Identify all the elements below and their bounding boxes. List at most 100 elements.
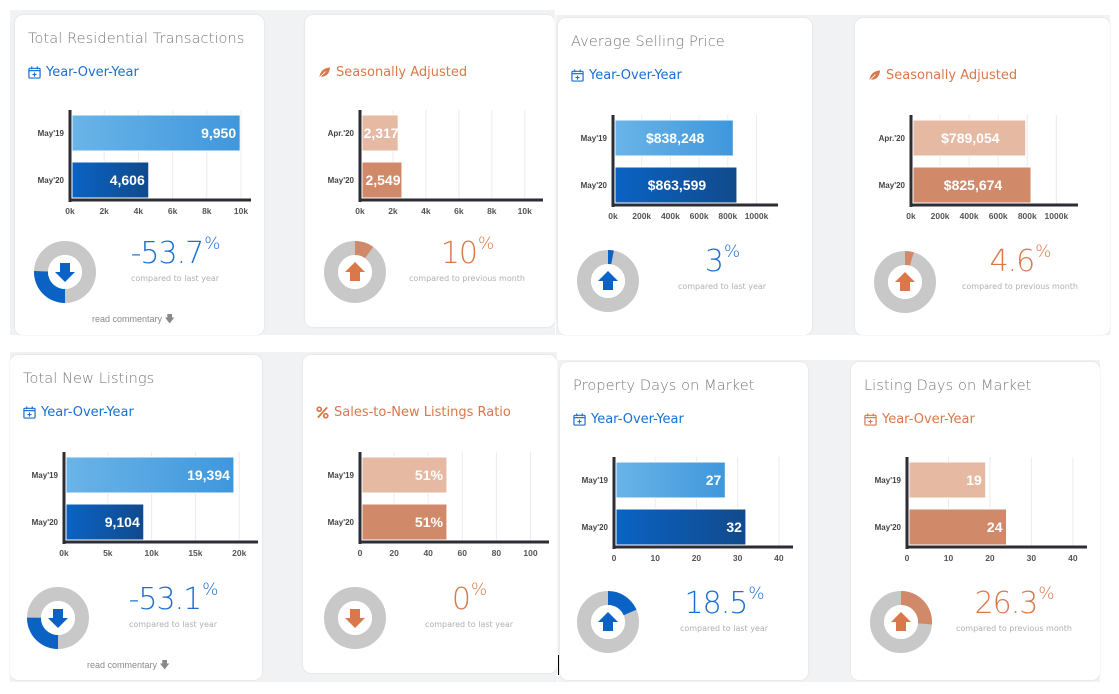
x-tick-label: 400k [661, 211, 680, 221]
change-value: 10% [407, 234, 527, 271]
card-subtitle: Year-Over-Year [571, 68, 682, 83]
subtitle-label: Sales-to-New Listings Ratio [334, 405, 511, 420]
bar-value-label: $838,248 [646, 130, 705, 146]
bar [361, 114, 399, 152]
change-unit: % [1038, 584, 1054, 604]
change-caption: compared to previous month [955, 624, 1072, 633]
x-tick-label: 0k [59, 548, 69, 558]
subtitle-label: Seasonally Adjusted [886, 68, 1018, 83]
card-title: Total New Listings [23, 371, 155, 387]
donut-segment [901, 591, 932, 625]
bar [361, 456, 448, 494]
y-category-label: May'19 [32, 471, 59, 480]
bar-value-label: 51% [415, 467, 444, 483]
bar-value-label: 19 [966, 472, 982, 488]
y-category-label: May'20 [328, 176, 355, 185]
change-unit: % [748, 584, 764, 604]
y-category-label: May'20 [875, 523, 902, 532]
x-tick-label: 20 [389, 548, 399, 558]
bar [361, 161, 403, 199]
subtitle-label: Year-Over-Year [882, 412, 975, 427]
x-tick-label: 600k [989, 211, 1008, 221]
calendar-plus-icon [23, 406, 36, 419]
bar-chart: 0 10 20 30 40 May'19 19 May'20 24 [875, 457, 1087, 563]
x-tick-label: 4k [421, 206, 431, 216]
calendar-plus-icon [28, 66, 41, 79]
metric-card: Seasonally Adjusted 0k 200k 400k 600k 800k 100… [855, 18, 1110, 335]
change-caption: compared to previous month [408, 274, 525, 283]
arrow-down-icon: 🡇 [159, 660, 170, 671]
donut-segment [608, 250, 614, 265]
y-category-label: May'20 [582, 523, 609, 532]
change-unit: % [204, 234, 220, 254]
bar-chart: 0k 200k 400k 600k 800k 1000k May'19 $838,248 May… [581, 115, 778, 221]
x-tick-label: 0k [355, 206, 365, 216]
x-tick-label: 10 [944, 553, 954, 563]
text-cursor [558, 655, 559, 675]
donut-track [324, 587, 386, 649]
change-donut [577, 250, 639, 312]
arrow-down-icon: 🡇 [164, 314, 175, 325]
x-tick-label: 400k [960, 211, 979, 221]
x-tick-label: 40 [423, 548, 433, 558]
change-donut [34, 241, 96, 303]
change-donut [324, 587, 386, 649]
arrow-up-icon [891, 612, 911, 631]
change-unit: % [202, 580, 218, 600]
bar-chart: 0k 2k 4k 6k 8k 10k May'19 9,950 May'20 4,606 [38, 110, 251, 216]
change-unit: % [470, 580, 487, 600]
change-caption: compared to last year [677, 282, 767, 291]
metric-card: Property Days on Market Year-Over-Year 0 10… [560, 362, 808, 680]
subtitle-label: Year-Over-Year [41, 405, 134, 420]
bar-chart: 0k 200k 400k 600k 800k 1000k Apr.'20 $789,054 Ma… [879, 115, 1078, 221]
read-commentary-link[interactable]: read commentary 🡇 [92, 312, 175, 329]
read-commentary-label: read commentary [92, 314, 163, 324]
change-number: 10 [440, 236, 478, 271]
x-tick-label: 80 [492, 548, 502, 558]
arrow-down-icon [345, 609, 365, 628]
subtitle-label: Seasonally Adjusted [336, 65, 468, 80]
x-tick-label: 40 [774, 553, 784, 563]
bar-chart: 0k 5k 10k 15k 20k May'19 19,394 May'20 9,104 [32, 452, 258, 558]
x-tick-label: 1000k [745, 211, 769, 221]
x-tick-label: 15k [188, 548, 202, 558]
card-subtitle: Sales-to-New Listings Ratio [316, 405, 511, 420]
change-number: -53.1 [128, 582, 203, 617]
x-tick-label: 40 [1068, 553, 1078, 563]
bar [615, 461, 726, 499]
y-category-label: May'19 [581, 134, 608, 143]
x-tick-label: 800k [1018, 211, 1037, 221]
subtitle-label: Year-Over-Year [589, 68, 682, 83]
card-title: Average Selling Price [571, 34, 725, 50]
x-tick-label: 4k [134, 206, 144, 216]
x-tick-label: 10k [145, 548, 159, 558]
bar [908, 508, 1008, 546]
donut-segment [27, 617, 58, 649]
y-category-label: May'20 [32, 518, 59, 527]
x-tick-label: 0k [608, 211, 618, 221]
change-number: 0 [451, 582, 471, 617]
metric-card: Sales-to-New Listings Ratio 0 20 40 60 80 100 M… [303, 355, 557, 673]
read-commentary-link[interactable]: read commentary 🡇 [87, 658, 170, 675]
change-unit: % [723, 242, 740, 262]
y-category-label: May'20 [879, 181, 906, 190]
change-number: 18.5 [684, 586, 749, 621]
card-title: Listing Days on Market [864, 378, 1032, 394]
bar [615, 508, 747, 546]
x-tick-label: 200k [632, 211, 651, 221]
x-tick-label: 0 [612, 553, 617, 563]
card-subtitle: Seasonally Adjusted [868, 68, 1017, 83]
bar [65, 503, 145, 541]
x-tick-label: 2k [388, 206, 398, 216]
y-category-label: May'20 [581, 181, 608, 190]
subtitle-label: Year-Over-Year [46, 65, 139, 80]
change-donut [577, 591, 639, 653]
bar-value-label: 51% [415, 514, 444, 530]
bar [614, 166, 738, 204]
bar-value-label: $863,599 [648, 177, 707, 193]
bar [361, 503, 448, 541]
bar-value-label: $825,674 [944, 177, 1003, 193]
x-tick-label: 0 [358, 548, 363, 558]
change-donut [324, 241, 386, 303]
change-caption: compared to last year [130, 274, 220, 283]
